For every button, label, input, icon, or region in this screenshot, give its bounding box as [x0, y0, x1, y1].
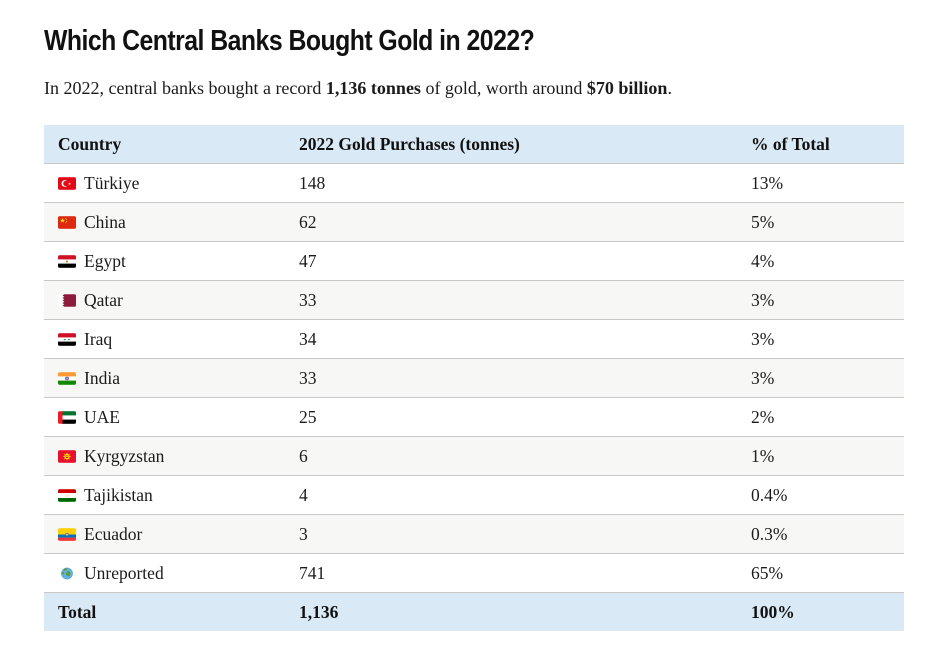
- country-cell: India: [44, 358, 285, 398]
- table-body: Türkiye 148 13% China 62 5% Egypt 47 4% …: [44, 163, 904, 593]
- country-name: India: [84, 368, 120, 388]
- iraq-flag-icon: [58, 333, 76, 346]
- country-cell: Unreported: [44, 553, 285, 593]
- total-label: Total: [44, 592, 285, 631]
- country-cell: Kyrgyzstan: [44, 436, 285, 476]
- country-name: Qatar: [84, 290, 123, 310]
- tonnes-cell: 3: [285, 514, 737, 554]
- country-cell: China: [44, 202, 285, 242]
- column-header-tonnes: 2022 Gold Purchases (tonnes): [285, 125, 737, 164]
- country-cell: Iraq: [44, 319, 285, 359]
- pct-cell: 65%: [737, 553, 904, 593]
- table-row: Iraq 34 3%: [44, 319, 904, 359]
- pct-cell: 5%: [737, 202, 904, 242]
- table-row: India 33 3%: [44, 358, 904, 398]
- table-row: China 62 5%: [44, 202, 904, 242]
- subtitle-text-mid: of gold, worth around: [420, 78, 587, 98]
- table-row: UAE 25 2%: [44, 397, 904, 437]
- tonnes-cell: 34: [285, 319, 737, 359]
- country-cell: Ecuador: [44, 514, 285, 554]
- table-row: Egypt 47 4%: [44, 241, 904, 281]
- country-name: Türkiye: [84, 173, 140, 193]
- globe-icon: [58, 567, 76, 580]
- pct-cell: 0.4%: [737, 475, 904, 515]
- tonnes-cell: 25: [285, 397, 737, 437]
- pct-cell: 13%: [737, 163, 904, 203]
- pct-cell: 3%: [737, 280, 904, 320]
- country-name: China: [84, 212, 126, 232]
- country-name: Egypt: [84, 251, 126, 271]
- country-name: Unreported: [84, 563, 164, 583]
- tonnes-cell: 33: [285, 358, 737, 398]
- country-cell: Egypt: [44, 241, 285, 281]
- tonnes-cell: 33: [285, 280, 737, 320]
- tonnes-cell: 6: [285, 436, 737, 476]
- subtitle-bold-value: $70 billion: [586, 78, 668, 98]
- table-row: Ecuador 3 0.3%: [44, 514, 904, 554]
- kyrgyzstan-flag-icon: [58, 450, 76, 463]
- subtitle-text-post: .: [667, 78, 672, 98]
- total-pct: 100%: [737, 592, 904, 631]
- country-name: Ecuador: [84, 524, 143, 544]
- country-cell: Türkiye: [44, 163, 285, 203]
- pct-cell: 4%: [737, 241, 904, 281]
- table-row: Kyrgyzstan 6 1%: [44, 436, 904, 476]
- table-row: Türkiye 148 13%: [44, 163, 904, 203]
- subtitle-text-pre: In 2022, central banks bought a record: [44, 78, 326, 98]
- pct-cell: 0.3%: [737, 514, 904, 554]
- total-row: Total 1,136 100%: [44, 592, 904, 631]
- india-flag-icon: [58, 372, 76, 385]
- country-name: Kyrgyzstan: [84, 446, 165, 466]
- country-cell: Qatar: [44, 280, 285, 320]
- egypt-flag-icon: [58, 255, 76, 268]
- pct-cell: 3%: [737, 358, 904, 398]
- uae-flag-icon: [58, 411, 76, 424]
- column-header-pct: % of Total: [737, 125, 904, 164]
- country-cell: UAE: [44, 397, 285, 437]
- gold-purchases-table: Country 2022 Gold Purchases (tonnes) % o…: [44, 125, 904, 631]
- table-row: Qatar 33 3%: [44, 280, 904, 320]
- country-cell: Tajikistan: [44, 475, 285, 515]
- column-header-country: Country: [44, 125, 285, 164]
- pct-cell: 1%: [737, 436, 904, 476]
- qatar-flag-icon: [58, 294, 76, 307]
- tonnes-cell: 4: [285, 475, 737, 515]
- china-flag-icon: [58, 216, 76, 229]
- country-name: UAE: [84, 407, 120, 427]
- country-name: Tajikistan: [84, 485, 153, 505]
- tajikistan-flag-icon: [58, 489, 76, 502]
- turkiye-flag-icon: [58, 177, 76, 190]
- table-row: Unreported 741 65%: [44, 553, 904, 593]
- tonnes-cell: 62: [285, 202, 737, 242]
- page-title: Which Central Banks Bought Gold in 2022?: [44, 25, 535, 57]
- pct-cell: 3%: [737, 319, 904, 359]
- tonnes-cell: 47: [285, 241, 737, 281]
- subtitle-bold-tonnes: 1,136 tonnes: [325, 78, 421, 98]
- table-header-row: Country 2022 Gold Purchases (tonnes) % o…: [44, 125, 904, 164]
- table-row: Tajikistan 4 0.4%: [44, 475, 904, 515]
- total-tonnes: 1,136: [285, 592, 737, 631]
- tonnes-cell: 741: [285, 553, 737, 593]
- country-name: Iraq: [84, 329, 113, 349]
- page-subtitle: In 2022, central banks bought a record 1…: [44, 77, 904, 100]
- infographic-page: Which Central Banks Bought Gold in 2022?…: [44, 25, 904, 631]
- tonnes-cell: 148: [285, 163, 737, 203]
- pct-cell: 2%: [737, 397, 904, 437]
- ecuador-flag-icon: [58, 528, 76, 541]
